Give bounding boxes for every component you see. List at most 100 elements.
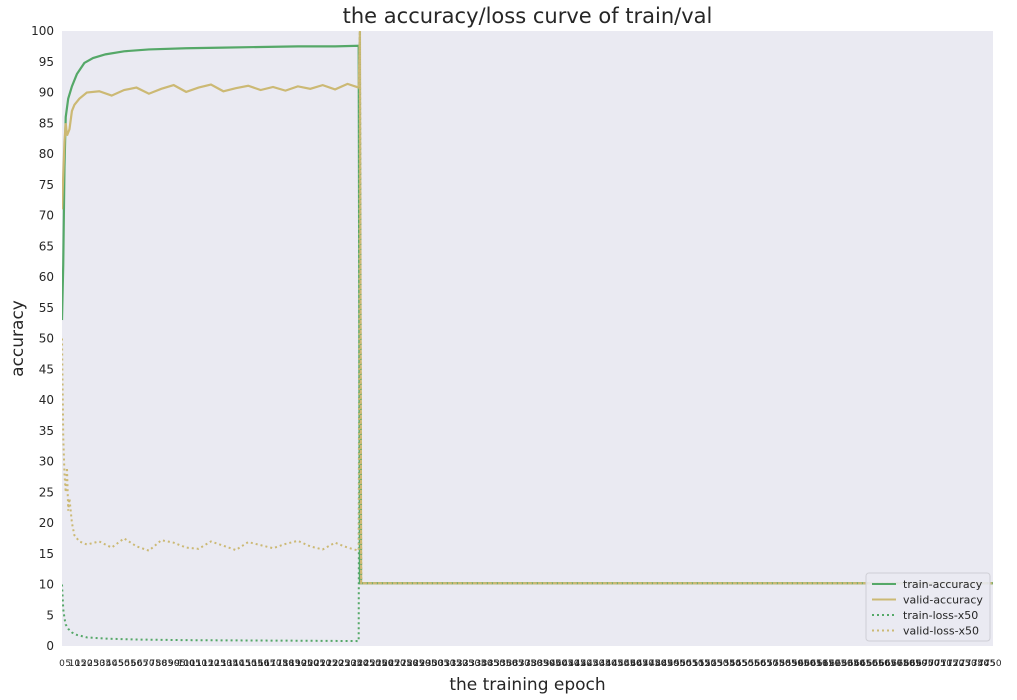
x-tick-label: 340	[475, 659, 492, 669]
x-tick-label: 75	[149, 659, 160, 669]
x-tick-label: 225	[333, 659, 350, 669]
legend: train-accuracy valid-accuracy train-loss-x…	[865, 572, 991, 642]
y-tick-label: 20	[39, 516, 54, 530]
x-tick-label: 245	[358, 659, 375, 669]
x-tick-label: 125	[209, 659, 226, 669]
x-tick-label: 480	[649, 659, 666, 669]
x-tick-label: 215	[320, 659, 337, 669]
series-line-train-accuracy	[62, 44, 993, 585]
x-tick-label: 0	[59, 659, 65, 669]
x-tick-label: 460	[624, 659, 641, 669]
x-tick-label: 430	[587, 659, 604, 669]
x-tick-label: 320	[451, 659, 468, 669]
x-tick-label: 255	[370, 659, 387, 669]
x-tick-label: 440	[600, 659, 617, 669]
x-tick-label: 550	[736, 659, 753, 669]
x-tick-label: 640	[848, 659, 865, 669]
y-tick-label: 85	[39, 116, 54, 130]
x-tick-label: 240	[351, 659, 368, 669]
x-tick-label: 715	[941, 659, 958, 669]
y-tick-label: 30	[39, 455, 54, 469]
x-tick-label: 350	[488, 659, 505, 669]
legend-box	[865, 572, 991, 642]
x-tick-label: 330	[463, 659, 480, 669]
x-tick-label: 405	[556, 659, 573, 669]
x-tick-label: 600	[798, 659, 815, 669]
x-tick-label: 420	[575, 659, 592, 669]
x-axis: 0 510152025303540455055606570758085909510…	[59, 659, 1002, 669]
x-tick-label: 565	[755, 659, 772, 669]
x-tick-label: 285	[407, 659, 424, 669]
x-tick-label: 635	[842, 659, 859, 669]
x-tick-label: 275	[395, 659, 412, 669]
y-tick-label: 55	[39, 301, 54, 315]
x-tick-label: 50	[118, 659, 130, 669]
x-tick-label: 680	[898, 659, 915, 669]
x-tick-label: 140	[227, 659, 244, 669]
x-tick-label: 670	[885, 659, 902, 669]
series-line-valid-loss-x50	[62, 31, 993, 585]
x-tick-label: 665	[879, 659, 896, 669]
x-tick-label: 80	[156, 659, 168, 669]
x-tick-label: 450	[612, 659, 629, 669]
x-tick-label: 145	[233, 659, 250, 669]
x-tick-label: 30	[94, 659, 106, 669]
x-tick-label: 115	[196, 659, 213, 669]
x-tick-label: 95	[174, 659, 185, 669]
x-tick-label: 10	[69, 659, 81, 669]
x-tick-label: 700	[922, 659, 939, 669]
x-tick-label: 570	[761, 659, 778, 669]
series-line-valid-accuracy	[62, 31, 993, 585]
x-tick-label: 730	[960, 659, 977, 669]
x-tick-label: 335	[469, 659, 486, 669]
x-tick-label: 220	[326, 659, 343, 669]
x-tick-label: 535	[718, 659, 735, 669]
y-tick-label: 15	[39, 547, 54, 561]
x-tick-label: 425	[581, 659, 598, 669]
legend-label: train-accuracy	[903, 578, 983, 591]
x-tick-label: 390	[538, 659, 555, 669]
y-axis: 0 5 10 15 20 25 30 35 40 45 50 55 60 65 70 75 80 85 90 95 10…	[31, 24, 54, 653]
y-tick-label: 5	[46, 608, 54, 622]
x-tick-label: 25	[87, 659, 98, 669]
x-tick-label: 195	[295, 659, 312, 669]
x-tick-label: 560	[749, 659, 766, 669]
x-tick-label: 250	[364, 659, 381, 669]
x-tick-label: 325	[457, 659, 474, 669]
x-tick-label: 590	[786, 659, 803, 669]
x-tick-label: 750	[984, 659, 1001, 669]
x-tick-label: 290	[413, 659, 430, 669]
x-tick-label: 175	[271, 659, 288, 669]
legend-label: valid-accuracy	[903, 594, 983, 607]
x-tick-label: 310	[438, 659, 455, 669]
x-tick-label: 705	[929, 659, 946, 669]
x-tick-label: 295	[420, 659, 437, 669]
x-tick-label: 610	[811, 659, 828, 669]
x-tick-label: 400	[550, 659, 567, 669]
x-tick-label: 505	[680, 659, 697, 669]
x-tick-label: 55	[125, 659, 136, 669]
y-tick-label: 35	[39, 424, 54, 438]
x-tick-label: 150	[240, 659, 257, 669]
x-tick-label: 585	[780, 659, 797, 669]
x-tick-label: 475	[643, 659, 660, 669]
x-tick-label: 630	[835, 659, 852, 669]
legend-label: train-loss-x50	[903, 609, 978, 622]
x-tick-label: 280	[401, 659, 418, 669]
x-tick-label: 500	[674, 659, 691, 669]
x-tick-label: 370	[513, 659, 530, 669]
x-tick-label: 120	[202, 659, 219, 669]
x-tick-label: 465	[631, 659, 648, 669]
x-tick-label: 200	[302, 659, 319, 669]
x-tick-label: 690	[910, 659, 927, 669]
x-tick-label: 90	[168, 659, 180, 669]
x-tick-label: 180	[277, 659, 294, 669]
legend-label: valid-loss-x50	[903, 625, 979, 638]
x-tick-label: 315	[444, 659, 461, 669]
x-tick-label: 205	[308, 659, 325, 669]
y-tick-label: 45	[39, 362, 54, 376]
x-tick-label: 230	[339, 659, 356, 669]
y-tick-label: 95	[39, 55, 54, 69]
x-tick-label: 490	[662, 659, 679, 669]
x-tick-label: 650	[860, 659, 877, 669]
